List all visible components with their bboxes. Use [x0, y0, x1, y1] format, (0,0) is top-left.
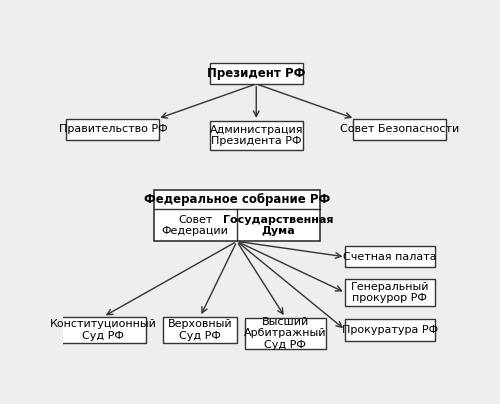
FancyBboxPatch shape: [244, 318, 326, 349]
Text: Президент РФ: Президент РФ: [207, 67, 306, 80]
FancyBboxPatch shape: [346, 280, 434, 306]
Text: Совет Безопасности: Совет Безопасности: [340, 124, 459, 135]
FancyBboxPatch shape: [154, 190, 320, 241]
Text: Государственная
Дума: Государственная Дума: [224, 215, 334, 236]
FancyBboxPatch shape: [346, 246, 434, 267]
FancyBboxPatch shape: [346, 320, 434, 341]
FancyBboxPatch shape: [353, 119, 446, 140]
FancyBboxPatch shape: [210, 121, 303, 150]
Text: Совет
Федерации: Совет Федерации: [162, 215, 228, 236]
FancyBboxPatch shape: [66, 119, 160, 140]
FancyBboxPatch shape: [210, 63, 303, 84]
Text: Федеральное собрание РФ: Федеральное собрание РФ: [144, 193, 330, 206]
Text: Прокуратура РФ: Прокуратура РФ: [342, 325, 438, 335]
Text: Конституционный
Суд РФ: Конституционный Суд РФ: [50, 319, 156, 341]
Text: Верховный
Суд РФ: Верховный Суд РФ: [168, 319, 232, 341]
Text: Администрация
Президента РФ: Администрация Президента РФ: [210, 125, 303, 146]
Text: Правительство РФ: Правительство РФ: [58, 124, 167, 135]
Text: Высший
Арбитражный
Суд РФ: Высший Арбитражный Суд РФ: [244, 316, 326, 350]
Text: Генеральный
прокурор РФ: Генеральный прокурор РФ: [350, 282, 429, 303]
Text: Счетная палата: Счетная палата: [343, 252, 437, 262]
FancyBboxPatch shape: [163, 317, 237, 343]
FancyBboxPatch shape: [60, 317, 146, 343]
